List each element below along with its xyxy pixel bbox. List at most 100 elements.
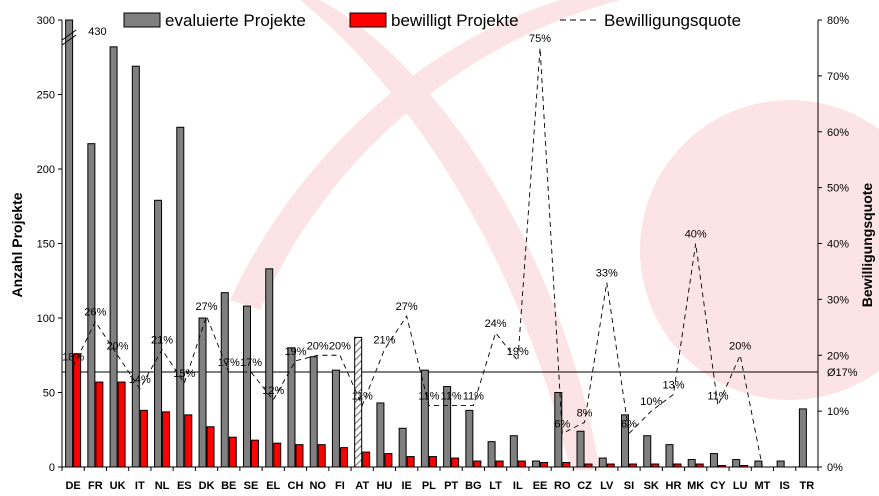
bar-evaluated (65, 19, 74, 468)
y-tick-label-right: 60% (827, 127, 849, 139)
y-tick-label-right: 10% (827, 406, 849, 418)
broken-bar-label: 430 (88, 26, 106, 38)
quota-label: 27% (396, 301, 418, 313)
x-tick-label: LV (600, 480, 614, 492)
quota-line (72, 47, 763, 468)
x-tick-label: LT (489, 480, 502, 492)
bar-evaluated (465, 409, 474, 468)
bar-evaluated (398, 427, 407, 468)
bar-approved (451, 457, 460, 468)
bar-approved (740, 465, 749, 468)
legend-label-approved: bewilligt Projekte (391, 11, 519, 30)
bar-approved (584, 463, 593, 468)
bar-evaluated (576, 430, 585, 468)
quota-label: 17% (240, 357, 262, 369)
bar-approved (95, 381, 104, 468)
bar-evaluated (131, 65, 140, 468)
bar-evaluated (798, 408, 807, 468)
bars (61, 19, 807, 468)
quota-label: 15% (173, 368, 195, 380)
quota-label: 27% (196, 301, 218, 313)
x-tick-label: PL (422, 480, 436, 492)
x-tick-label: CZ (577, 480, 592, 492)
watermark-arc (300, 0, 600, 470)
quota-label: 40% (685, 229, 707, 241)
quota-label: 18% (62, 351, 84, 363)
quota-label: 13% (662, 379, 684, 391)
y-tick-label-left: 250 (37, 90, 55, 102)
bar-approved (362, 451, 371, 468)
x-tick-label: IT (135, 480, 145, 492)
bar-evaluated (354, 336, 363, 468)
x-tick-label: UK (110, 480, 126, 492)
bar-approved (273, 442, 282, 468)
quota-label: 14% (129, 374, 151, 386)
x-tick-label: MT (754, 480, 770, 492)
y-tick-label-left: 300 (37, 15, 55, 27)
quota-label: 12% (262, 385, 284, 397)
x-tick-label: CY (710, 480, 726, 492)
y-tick-label-left: 100 (37, 313, 55, 325)
bar-evaluated (509, 435, 518, 468)
legend-swatch-evaluated (123, 12, 161, 28)
quota-label: 6% (554, 418, 570, 430)
bar-approved (206, 426, 215, 468)
bar-evaluated (109, 46, 118, 468)
bar-evaluated (331, 369, 340, 468)
bar-evaluated (487, 441, 496, 468)
bar-evaluated (220, 292, 229, 468)
bar-approved (473, 460, 482, 468)
x-tick-label: DE (65, 480, 80, 492)
bar-approved (495, 460, 504, 468)
quota-label: 11% (441, 391, 462, 403)
bar-approved (73, 353, 82, 468)
x-tick-label: FR (88, 480, 103, 492)
bar-evaluated (532, 460, 541, 468)
quota-label: 11% (463, 391, 484, 403)
bar-evaluated (709, 453, 718, 468)
y-tick-label-right: 0% (827, 462, 843, 474)
quota-label: 75% (529, 33, 551, 45)
x-tick-label: BG (465, 480, 482, 492)
y-tick-label-right: 40% (827, 239, 849, 251)
x-tick-label: IE (401, 480, 411, 492)
bar-evaluated (643, 435, 652, 468)
axis-break-mark (61, 29, 77, 41)
x-tick-label: PT (444, 480, 458, 492)
bar-evaluated (287, 347, 296, 468)
x-tick-label: ES (177, 480, 192, 492)
quota-label: 20% (729, 340, 751, 352)
quota-label: 6% (621, 418, 637, 430)
bar-approved (295, 444, 304, 468)
y-tick-label-left: 0 (49, 462, 55, 474)
legend-label-quota: Bewilligungsquote (604, 11, 741, 30)
bar-approved (406, 456, 415, 468)
quota-label: 20% (107, 340, 129, 352)
bar-evaluated (87, 143, 96, 468)
quota-label: 24% (485, 318, 507, 330)
y-tick-label-right: 50% (827, 183, 849, 195)
quota-label: 20% (307, 340, 329, 352)
x-tick-label: DK (199, 480, 215, 492)
bar-approved (117, 381, 126, 468)
x-tick-label: CH (288, 480, 304, 492)
bar-evaluated (154, 199, 163, 468)
bar-approved (673, 463, 682, 468)
x-tick-label: IL (513, 480, 523, 492)
y-tick-label-right: 20% (827, 350, 849, 362)
bar-evaluated (598, 457, 607, 468)
bar-approved (695, 463, 704, 468)
bar-approved (384, 453, 393, 468)
bar-evaluated (265, 268, 274, 468)
bar-approved (162, 411, 171, 468)
x-tick-label: NL (155, 480, 170, 492)
bar-evaluated (243, 305, 251, 468)
x-tick-label: EE (533, 480, 548, 492)
y-axis-title-left: Anzahl Projekte (9, 192, 25, 297)
bar-approved (651, 463, 660, 468)
bar-approved (228, 436, 237, 468)
quota-label: 10% (640, 396, 662, 408)
bar-approved (184, 414, 193, 468)
quota-label: 19% (284, 346, 306, 358)
